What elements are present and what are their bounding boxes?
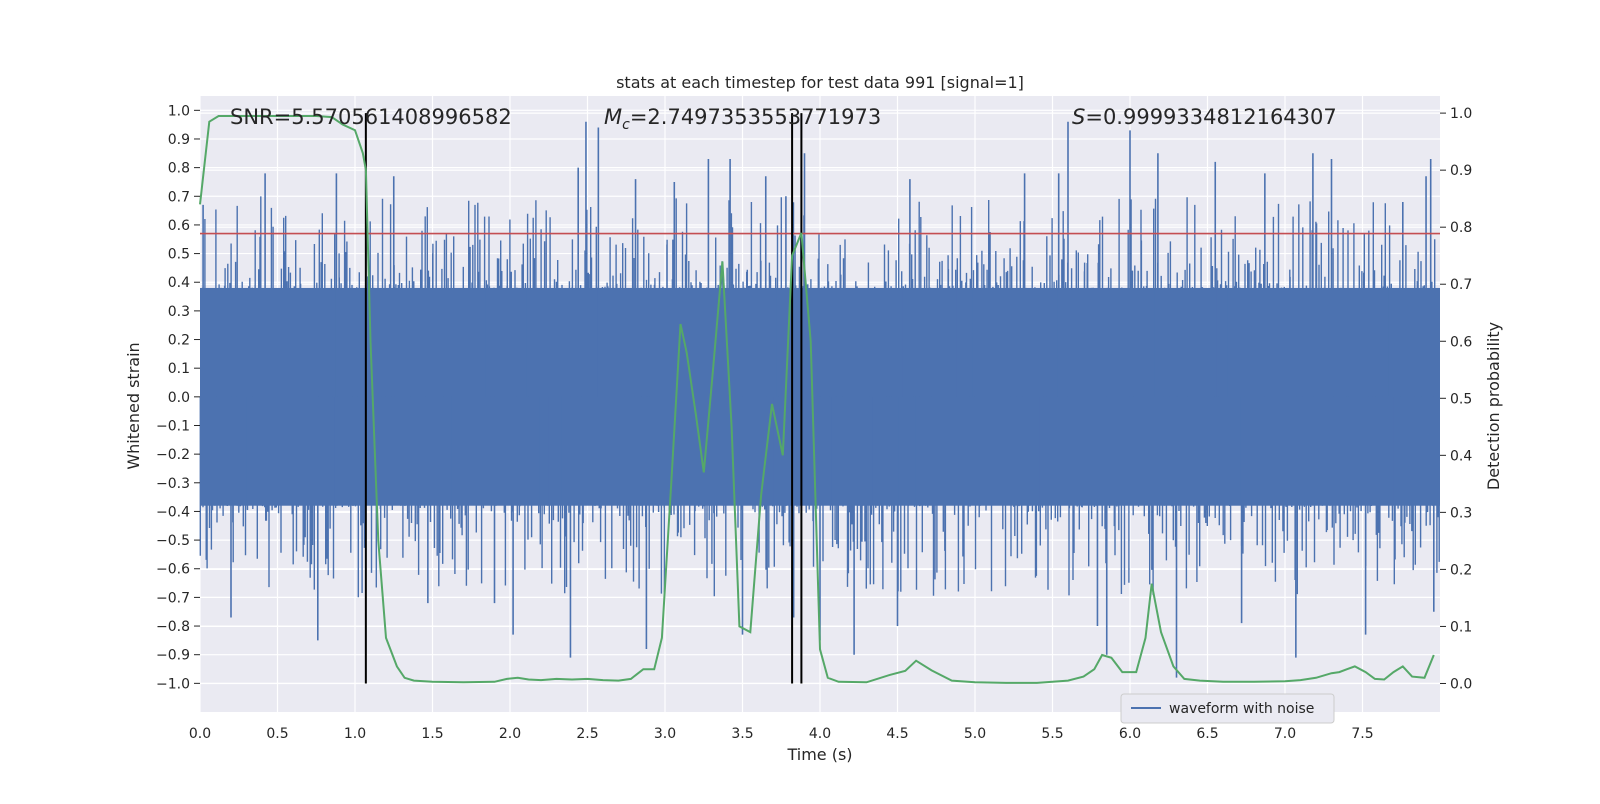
y-left-tick-label: −0.2: [156, 447, 190, 463]
x-tick-label: 5.0: [964, 726, 986, 742]
vertical-markers: [364, 113, 803, 684]
y-right-tick-label: 0.0: [1450, 676, 1472, 692]
y-left-tick-label: −1.0: [156, 676, 190, 692]
y-left-tick-label: 0.3: [168, 304, 190, 320]
x-tick-label: 5.5: [1041, 726, 1063, 742]
x-tick-label: 3.0: [654, 726, 676, 742]
y-left-tick-label: −0.6: [156, 562, 190, 578]
y-right-tick-label: 0.2: [1450, 562, 1472, 578]
left-y-axis-ticks: 1.0 0.9 0.8 0.7 0.6 0.5 0.4 0.3 0.2 0.1 0.0 −0.1 −0.…: [156, 103, 200, 692]
significance-value: =0.9999334812164307: [1085, 105, 1336, 129]
legend-box: [1120, 693, 1335, 724]
y-left-tick-label: 0.6: [168, 218, 190, 234]
x-tick-label: 1.0: [344, 726, 366, 742]
x-tick-label: 4.0: [809, 726, 831, 742]
y-left-tick-label: −0.9: [156, 648, 190, 664]
x-tick-label: 0.0: [189, 726, 211, 742]
y-left-tick-label: −0.1: [156, 418, 190, 434]
y-left-tick-label: 0.2: [168, 333, 190, 349]
strain-noise-spikes: [199, 196, 1440, 598]
x-tick-label: 1.5: [421, 726, 443, 742]
y-left-tick-label: −0.7: [156, 590, 190, 606]
left-y-axis-label: Whitened strain: [124, 342, 143, 469]
x-tick-label: 4.5: [886, 726, 908, 742]
y-left-tick-label: −0.4: [156, 504, 190, 520]
x-tick-label: 0.5: [266, 726, 288, 742]
y-left-tick-label: 0.9: [168, 132, 190, 148]
x-tick-label: 6.5: [1196, 726, 1218, 742]
x-tick-label: 7.5: [1351, 726, 1373, 742]
y-left-tick-label: −0.8: [156, 619, 190, 635]
right-y-axis-ticks: 1.0 0.9 0.8 0.7 0.6 0.5 0.4 0.3 0.2 0.1 0.0: [1440, 106, 1472, 692]
y-right-tick-label: 0.9: [1450, 163, 1472, 179]
x-tick-label: 3.5: [731, 726, 753, 742]
right-y-axis-label: Detection probability: [1484, 322, 1503, 490]
y-left-tick-label: 0.0: [168, 390, 190, 406]
y-right-tick-label: 0.3: [1450, 505, 1472, 521]
chirp-mass-subscript: c: [622, 117, 630, 133]
legend: waveform with noise: [1120, 693, 1335, 724]
y-left-tick-label: −0.3: [156, 476, 190, 492]
y-right-tick-label: 1.0: [1450, 106, 1472, 122]
y-left-tick-label: 0.4: [168, 275, 190, 291]
chart-title: stats at each timestep for test data 991…: [616, 73, 1024, 92]
y-right-tick-label: 0.4: [1450, 448, 1472, 464]
y-left-tick-label: 1.0: [168, 103, 190, 119]
y-right-tick-label: 0.8: [1450, 220, 1472, 236]
x-axis-ticks: 0.0 0.5 1.0 1.5 2.0 2.5 3.0 3.5 4.0 4.5 5.0 5.5 6.0 6…: [189, 726, 1374, 742]
x-tick-label: 6.0: [1119, 726, 1141, 742]
chirp-mass-symbol: M: [604, 105, 622, 129]
y-left-tick-label: 0.8: [168, 161, 190, 177]
y-right-tick-label: 0.6: [1450, 334, 1472, 350]
x-tick-label: 2.0: [499, 726, 521, 742]
y-left-tick-label: −0.5: [156, 533, 190, 549]
y-right-tick-label: 0.7: [1450, 277, 1472, 293]
y-left-tick-label: 0.7: [168, 189, 190, 205]
legend-label: waveform with noise: [1169, 701, 1314, 717]
y-right-tick-label: 0.5: [1450, 391, 1472, 407]
y-right-tick-label: 0.1: [1450, 619, 1472, 635]
x-tick-label: 7.0: [1274, 726, 1296, 742]
snr-annotation: SNR=5.570561408996582: [230, 105, 512, 129]
y-left-tick-label: 0.1: [168, 361, 190, 377]
chirp-mass-annotation: Mc=2.7497353553771973: [604, 105, 881, 133]
strain-series: [199, 121, 1440, 678]
probability-line: [199, 115, 1435, 684]
chirp-mass-value: =2.7497353553771973: [630, 105, 881, 129]
x-tick-label: 2.5: [576, 726, 598, 742]
y-left-tick-label: 0.5: [168, 247, 190, 263]
significance-annotation: S=0.9999334812164307: [1072, 105, 1337, 129]
x-axis-label: Time (s): [786, 745, 852, 764]
significance-symbol: S: [1072, 105, 1085, 129]
